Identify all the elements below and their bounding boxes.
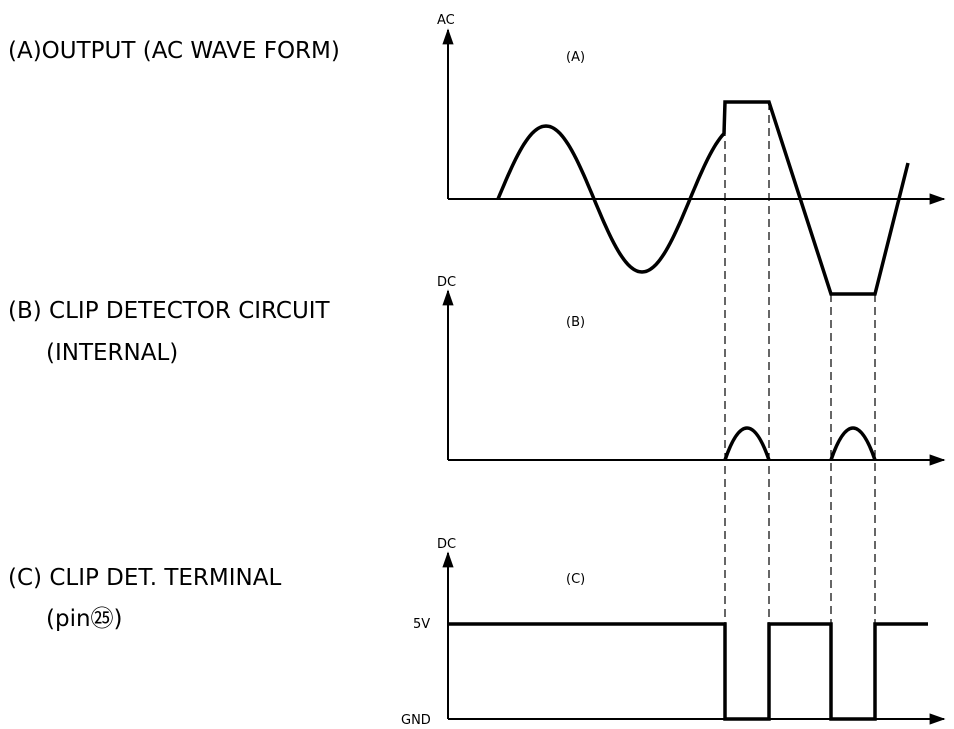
level-5v-label: 5V xyxy=(413,617,430,632)
clip-det-terminal-waveform xyxy=(448,622,928,721)
panel-c-clip-terminal: DC (C) 5V GND xyxy=(401,537,946,728)
dashed-guides xyxy=(724,102,876,719)
panel-b-axis-name: DC xyxy=(437,275,456,290)
clip-pulse-positive xyxy=(723,426,771,461)
panel-c-tag: (C) xyxy=(566,572,585,587)
panel-b-tag: (B) xyxy=(566,315,585,330)
label-b-clip-detector: (B) CLIP DETECTOR CIRCUIT xyxy=(8,298,330,324)
panel-a-axis-name: AC xyxy=(437,13,455,28)
panel-a-tag: (A) xyxy=(566,50,585,65)
label-b-internal: (INTERNAL) xyxy=(46,340,179,366)
label-c-pin: (pin㉕) xyxy=(46,606,123,632)
panel-c-axis-name: DC xyxy=(437,537,456,552)
panel-b-clip-detector: DC (B) xyxy=(437,275,946,466)
label-a-output: (A)OUTPUT (AC WAVE FORM) xyxy=(8,38,340,64)
label-c-clip-terminal: (C) CLIP DET. TERMINAL xyxy=(8,565,282,591)
clip-pulse-negative xyxy=(829,426,877,461)
level-gnd-label: GND xyxy=(401,713,431,728)
ac-output-waveform xyxy=(496,100,910,296)
panel-a-output: AC (A) xyxy=(437,13,946,296)
